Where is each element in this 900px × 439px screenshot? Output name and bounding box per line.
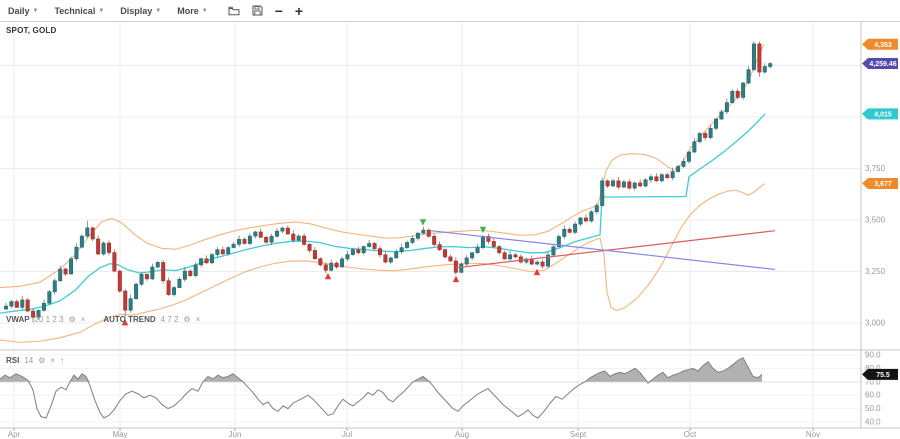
gear-icon[interactable]: ⚙ bbox=[183, 315, 191, 324]
price-tag: 4,015 bbox=[862, 108, 898, 120]
pivot-markers bbox=[121, 219, 541, 326]
vwap-label: VWAP bbox=[6, 315, 30, 324]
price-tag: 4,259.46 bbox=[862, 58, 898, 70]
svg-text:70.0: 70.0 bbox=[865, 377, 881, 386]
gear-icon[interactable]: ⚙ bbox=[68, 315, 76, 324]
svg-text:3,677: 3,677 bbox=[874, 181, 892, 188]
chevron-down-icon: ▼ bbox=[155, 7, 162, 14]
svg-text:Oct: Oct bbox=[684, 430, 697, 439]
open-folder-icon[interactable] bbox=[228, 6, 240, 16]
menu-daily[interactable]: Daily ▼ bbox=[8, 6, 38, 16]
close-icon[interactable]: × bbox=[50, 356, 56, 365]
rsi-line bbox=[0, 357, 763, 419]
price-axis-labels: 3,0003,2503,5003,7504,0004,25040.050.060… bbox=[865, 61, 886, 427]
menu-technical-label: Technical bbox=[54, 5, 96, 16]
pivot-high-marker bbox=[479, 226, 487, 234]
menu-technical[interactable]: Technical ▼ bbox=[54, 6, 104, 16]
svg-text:4,259.46: 4,259.46 bbox=[869, 61, 896, 68]
vwap-bands bbox=[0, 44, 766, 343]
close-icon[interactable]: × bbox=[195, 315, 201, 324]
menu-display[interactable]: Display ▼ bbox=[120, 6, 161, 16]
chevron-down-icon: ▼ bbox=[32, 7, 39, 14]
axis-frame bbox=[0, 22, 900, 429]
rsi-label: RSI bbox=[6, 356, 20, 365]
symbol-label: SPOT, GOLD bbox=[6, 26, 57, 35]
move-up-icon[interactable]: ↑ bbox=[60, 356, 65, 365]
svg-text:75.5: 75.5 bbox=[876, 372, 890, 379]
pivot-low-marker bbox=[121, 318, 129, 326]
rsi-legend: RSI 14 ⚙ × ↑ bbox=[6, 356, 64, 365]
svg-text:40.0: 40.0 bbox=[865, 418, 881, 427]
svg-text:Sept: Sept bbox=[570, 430, 587, 439]
svg-text:3,000: 3,000 bbox=[865, 319, 886, 328]
svg-text:May: May bbox=[112, 430, 127, 439]
menu-display-label: Display bbox=[120, 5, 153, 16]
svg-text:Aug: Aug bbox=[455, 430, 469, 439]
overlay-legend: VWAP 20 1 2 3 ⚙ × AUTO TREND 4 7 2 ⚙ × bbox=[6, 315, 200, 324]
svg-text:Nov: Nov bbox=[806, 430, 820, 439]
pivot-low-marker bbox=[324, 272, 332, 280]
gear-icon[interactable]: ⚙ bbox=[38, 356, 46, 365]
svg-text:3,500: 3,500 bbox=[865, 216, 886, 225]
pivot-high-marker bbox=[419, 219, 427, 226]
price-tag: 4,353 bbox=[862, 38, 898, 50]
zoom-in-icon[interactable]: + bbox=[294, 2, 304, 19]
svg-text:Apr: Apr bbox=[8, 430, 21, 439]
price-tag: 3,677 bbox=[862, 178, 898, 190]
menu-more[interactable]: More ▼ bbox=[177, 6, 207, 16]
svg-text:4,015: 4,015 bbox=[874, 111, 892, 118]
rsi-pane bbox=[0, 357, 763, 419]
svg-text:50.0: 50.0 bbox=[865, 404, 881, 413]
svg-text:Jun: Jun bbox=[229, 430, 242, 439]
trend-line-resistance bbox=[430, 230, 776, 271]
rsi-overbought-fill bbox=[0, 357, 762, 382]
auto-trend-label: AUTO TREND bbox=[103, 315, 156, 324]
auto-trend-params: 4 7 2 bbox=[160, 315, 179, 324]
svg-text:3,250: 3,250 bbox=[865, 267, 886, 276]
vwap-params: 20 1 2 3 bbox=[34, 315, 64, 324]
menu-daily-label: Daily bbox=[8, 5, 30, 16]
pivot-low-marker bbox=[452, 275, 460, 283]
pivot-low-marker bbox=[533, 268, 541, 276]
svg-text:60.0: 60.0 bbox=[865, 391, 881, 400]
rsi-params: 14 bbox=[24, 356, 34, 365]
price-tags: 4,353 4,259.46 4,015 3,677 75.5 bbox=[862, 38, 898, 380]
chevron-down-icon: ▼ bbox=[98, 7, 105, 14]
zoom-out-icon[interactable]: − bbox=[274, 2, 283, 19]
toolbar: Daily ▼ Technical ▼ Display ▼ More ▼ − + bbox=[0, 0, 900, 22]
svg-text:Jul: Jul bbox=[342, 430, 352, 439]
chevron-down-icon: ▼ bbox=[201, 7, 208, 14]
svg-text:80.0: 80.0 bbox=[865, 364, 881, 373]
time-axis-labels: Apr May Jun Jul Aug Sept Oct Nov bbox=[8, 428, 820, 439]
price-tag: 75.5 bbox=[862, 368, 898, 380]
svg-text:90.0: 90.0 bbox=[865, 351, 881, 360]
svg-text:4,353: 4,353 bbox=[874, 42, 892, 49]
candles bbox=[4, 41, 773, 323]
vwap-center-line bbox=[0, 113, 766, 314]
svg-text:3,750: 3,750 bbox=[865, 164, 886, 173]
trend-lines bbox=[430, 230, 776, 271]
close-icon[interactable]: × bbox=[80, 315, 86, 324]
menu-more-label: More bbox=[177, 5, 199, 16]
save-icon[interactable] bbox=[252, 5, 263, 16]
trend-line-support bbox=[455, 230, 776, 269]
